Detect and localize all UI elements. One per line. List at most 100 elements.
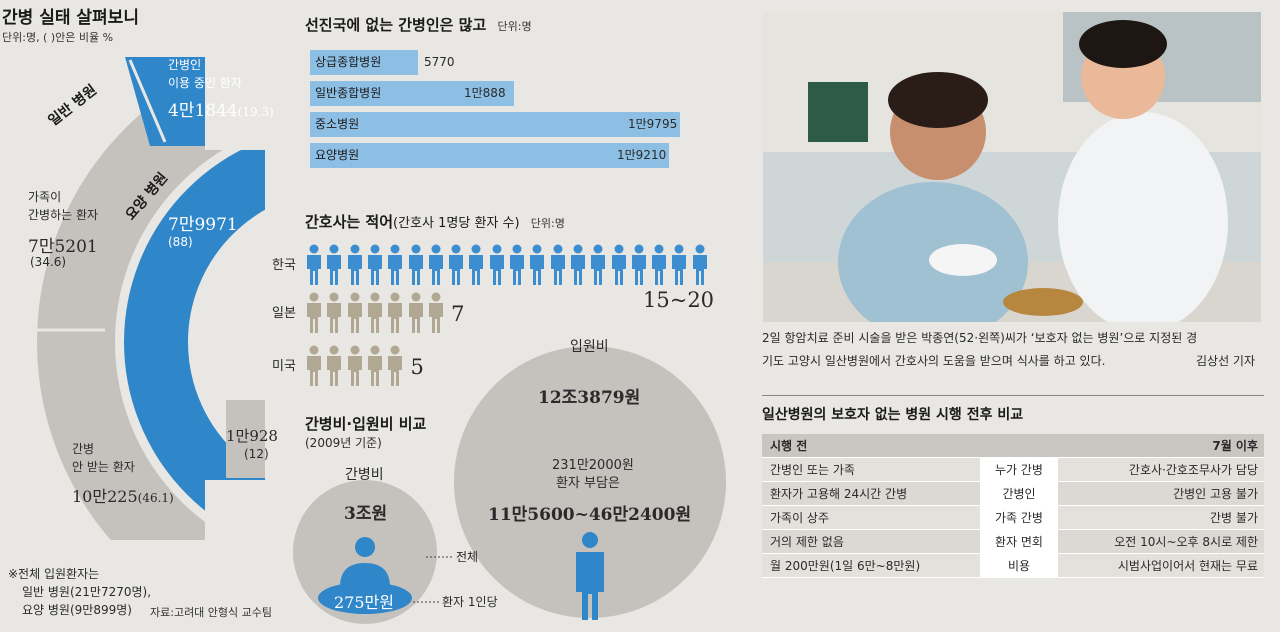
cell-before: 거의 제한 없음 [770, 535, 844, 549]
seg3-line1: 간병 [72, 442, 95, 456]
table-row: 환자가 고용해 24시간 간병 간병인 간병인 고용 불가 [762, 482, 1264, 506]
person-icon [327, 292, 342, 333]
care-per-ellipse [318, 582, 412, 614]
outer-sep-2 [128, 59, 167, 143]
nurse-country: 미국 [272, 359, 296, 374]
person-icon [550, 244, 565, 285]
table-header-row: 시행 전 7월 이후 [762, 434, 1264, 458]
cell-item: 비용 [980, 554, 1058, 577]
nurses-subtitle: (간호사 1명당 환자 수) [393, 216, 520, 231]
nurse-ratio: 15~20 [643, 288, 715, 312]
donut-mask-2 [205, 0, 265, 150]
label-total: 전체 [456, 550, 479, 564]
seg2-line1: 가족이 [28, 190, 62, 204]
care-person-head [355, 537, 375, 557]
source: 자료:고려대 안형식 교수팀 [150, 606, 273, 619]
table-row: 월 200만원(1일 6만~8만원) 비용 시범사업이어서 현재는 무료 [762, 554, 1264, 578]
person-icon [611, 244, 626, 285]
nurses-title-text: 간호사는 적어 [305, 213, 394, 231]
photo-credit: 김상선 기자 [1196, 354, 1256, 368]
person-icon [672, 244, 687, 285]
care-total: 3조원 [344, 504, 388, 524]
seg3-pct: (46.1) [137, 491, 174, 505]
person-icon [307, 244, 321, 285]
table-row: 거의 제한 없음 환자 면회 오전 10시~오후 8시로 제한 [762, 530, 1264, 554]
person-icon [388, 244, 403, 285]
photo-caption-1: 2일 항암치료 준비 시술을 받은 박종연(52·왼쪽)씨가 ‘보호자 없는 병… [762, 331, 1198, 345]
photo-nurse-hair [1079, 20, 1167, 68]
bars-title-text: 선진국에 없는 간병인은 많고 [305, 16, 487, 34]
seg2-pct: (34.6) [30, 255, 67, 269]
hospital-label: 입원비 [570, 339, 609, 355]
nurse-ratio: 7 [451, 302, 465, 326]
cell-after: 간병인 고용 불가 [1173, 487, 1258, 501]
bar-3: 중소병원 [310, 112, 680, 137]
nurse-country: 일본 [272, 306, 296, 321]
seg5-value: 1만928 [226, 427, 278, 445]
hospital-range: 11만5600~46만2400원 [488, 505, 692, 525]
person-icon [570, 244, 585, 285]
photo-patient-hair [888, 72, 988, 128]
hospital-line2: 환자 부담은 [556, 476, 620, 491]
donut-mask [265, 0, 300, 632]
person-icon [428, 292, 443, 333]
seg4-pct: (88) [168, 235, 193, 249]
photo-patient-body [838, 182, 1028, 322]
photo-divider [762, 395, 1264, 396]
photo-image [763, 12, 1261, 322]
inner-ring [124, 129, 300, 555]
bar-2: 일반종합병원 [310, 81, 514, 106]
seg1-line2: 이용 중인 환자 [168, 76, 242, 90]
nurse-ratio: 5 [410, 355, 424, 379]
person-icon [347, 345, 362, 386]
person-icon [631, 244, 646, 285]
care-per: 275만원 [334, 593, 394, 612]
hospital-person-head [582, 532, 598, 548]
person-icon [367, 292, 382, 333]
table-body: 간병인 또는 가족 누가 간병 간호사·간호조무사가 담당 환자가 고용해 24시간 … [762, 458, 1264, 578]
costs-title: 간병비·입원비 비교 [305, 415, 427, 433]
person-icon [489, 244, 504, 285]
cell-after: 시범사업이어서 현재는 무료 [1117, 559, 1258, 573]
person-icon [408, 292, 423, 333]
person-icon [307, 345, 321, 386]
seg2-value: 7만5201 [28, 237, 98, 257]
bar-4: 요양병원 [310, 143, 669, 168]
seg1-pct: (19.3) [237, 105, 274, 119]
bar-1: 상급종합병원 [310, 50, 418, 75]
photo-caption-2: 기도 고양시 일산병원에서 간호사의 도움을 받으며 식사를 하고 있다. [762, 354, 1106, 368]
table-row: 가족이 상주 가족 간병 간병 불가 [762, 506, 1264, 530]
person-icon [591, 244, 606, 285]
cell-before: 간병인 또는 가족 [770, 463, 855, 477]
person-icon [388, 292, 403, 333]
note-line3: 요양 병원(9만899명) [22, 603, 132, 617]
cost-circles [293, 346, 726, 624]
cell-item: 누가 간병 [980, 458, 1058, 481]
seg3-line2: 안 받는 환자 [72, 460, 135, 474]
costs-subtitle: (2009년 기준) [305, 436, 382, 450]
person-icon [530, 244, 545, 285]
person-icon [408, 244, 423, 285]
inner-seg-small [226, 400, 265, 478]
seg1-value-row: 4만1844(19.3) [168, 96, 274, 121]
bar-value: 1만9795 [628, 117, 678, 131]
person-icon [307, 292, 321, 333]
label-per: 환자 1인당 [442, 595, 498, 609]
nurses-unit: 단위:명 [530, 217, 565, 230]
cell-after: 오전 10시~오후 8시로 제한 [1114, 535, 1258, 549]
cell-item: 가족 간병 [980, 506, 1058, 529]
donut-graphic [0, 0, 300, 632]
comparison-table: 시행 전 7월 이후 간병인 또는 가족 누가 간병 간호사·간호조무사가 담당 환자… [762, 434, 1264, 578]
person-icon [347, 292, 362, 333]
person-icon [510, 244, 524, 285]
donut-mask-3 [205, 480, 265, 632]
hospital-cost-circle [454, 346, 726, 618]
photo-nurse-body [1058, 112, 1228, 322]
nurses-title: 간호사는 적어(간호사 1명당 환자 수) 단위:명 [305, 211, 565, 232]
person-icon [327, 244, 342, 285]
bar-value: 1만888 [464, 86, 506, 100]
person-icon [388, 345, 403, 386]
bars-unit: 단위:명 [497, 20, 532, 33]
note-line1: ※전체 입원환자는 [8, 567, 100, 581]
seg3-value-row: 10만225(46.1) [72, 483, 174, 507]
